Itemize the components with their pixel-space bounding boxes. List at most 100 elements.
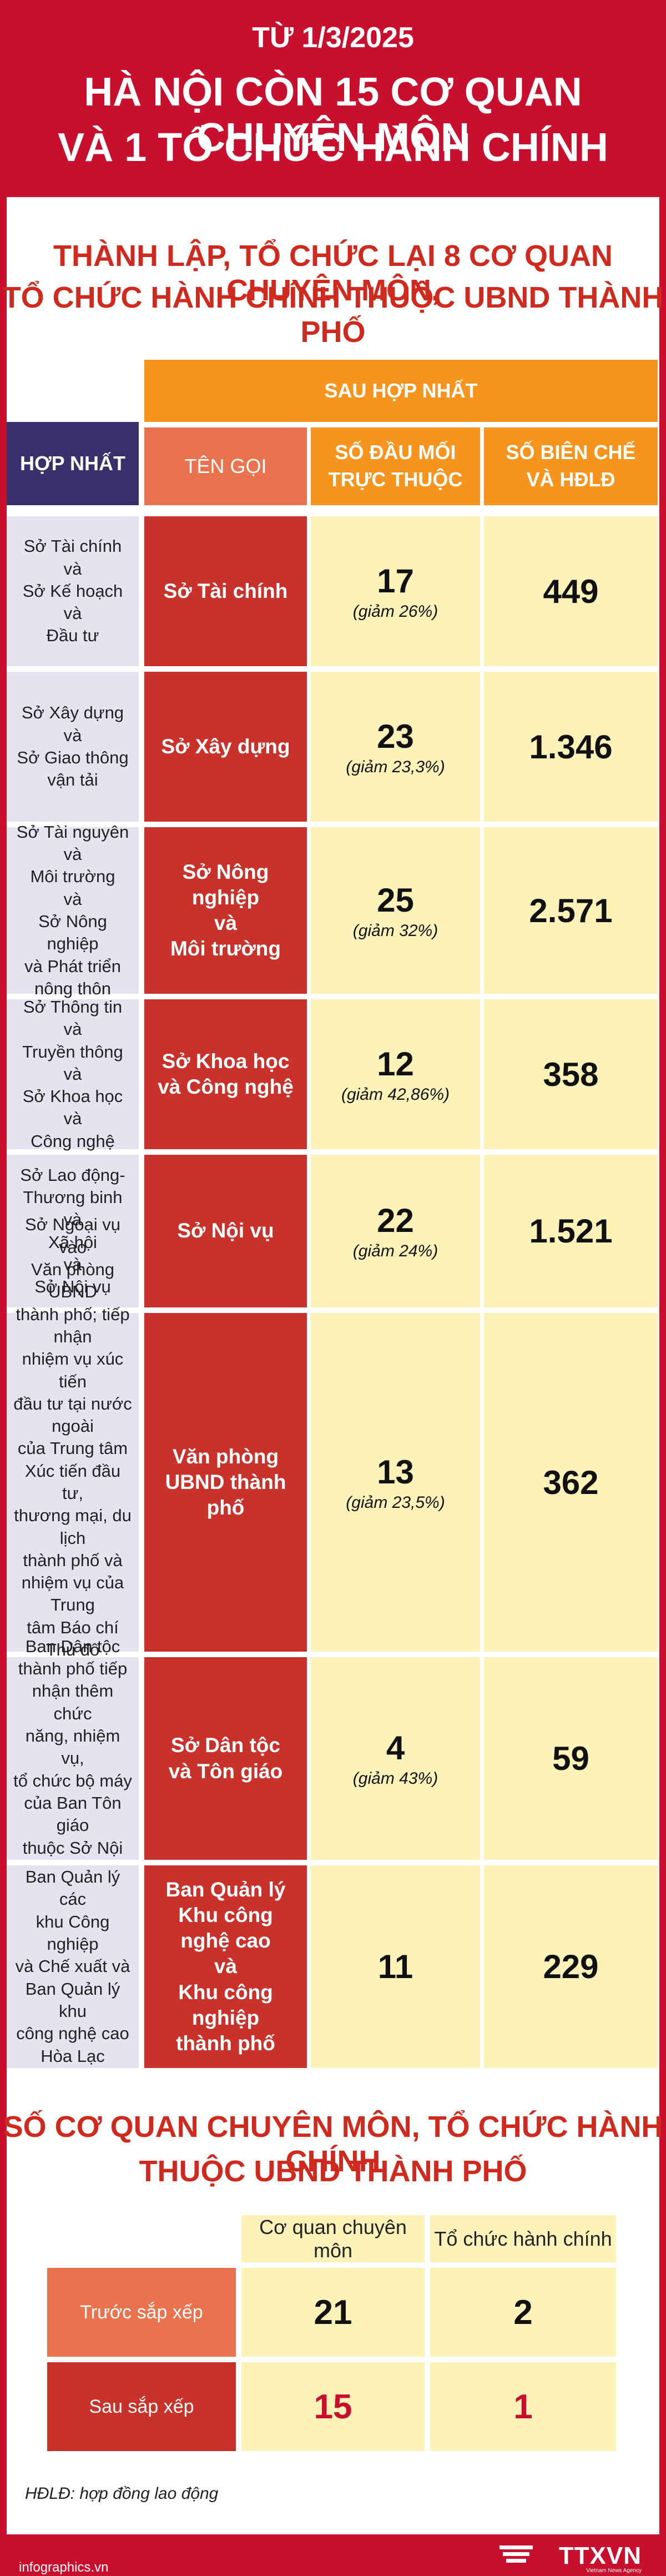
merged-agencies-line: tâm Báo chí Thủ đô bbox=[27, 1617, 119, 1660]
units-cell: 11 bbox=[311, 1865, 480, 2068]
merged-agencies-line: Sở Giao thông bbox=[17, 748, 129, 767]
summary-admin-value: 1 bbox=[430, 2362, 616, 2451]
after-merge-header: SAU HỢP NHẤT bbox=[144, 360, 658, 422]
merged-agencies-line: Sở Tài chính bbox=[23, 536, 122, 556]
summary-row-label: Sau sắp xếp bbox=[47, 2362, 236, 2451]
new-agency-name-line: Khu công nghệ cao bbox=[178, 1903, 273, 1953]
new-agency-name-line: và bbox=[214, 1955, 238, 1978]
summary-admin-value: 2 bbox=[430, 2268, 616, 2357]
merged-agencies-cell: Sở Tài nguyên và Môi trường và Sở Nông nghi… bbox=[7, 822, 139, 998]
merged-agencies-cell: Sở Xây dựng và Sở Giao thông vận tải bbox=[7, 672, 139, 822]
merged-agencies-line: Công nghệ bbox=[31, 1131, 115, 1151]
merged-agencies-line: thành phố; tiếp nhận bbox=[16, 1304, 130, 1346]
section2-title-line1: SỐ CƠ QUAN CHUYÊN MÔN, TỔ CHỨC HÀNH CHÍN… bbox=[3, 2110, 663, 2178]
merged-agencies-line: nhận thêm chức bbox=[32, 1681, 114, 1723]
staff-cell: 2.571 bbox=[484, 827, 658, 994]
merged-agencies-line: Sở Xây dựng bbox=[21, 703, 124, 723]
merged-agencies-line: Ban Quản lý các bbox=[25, 1867, 120, 1909]
staff-cell: 1.346 bbox=[484, 672, 658, 822]
units-reduction: (giảm 24%) bbox=[352, 1242, 438, 1260]
merged-agencies-line: Ban Dân tộc bbox=[25, 1636, 120, 1656]
new-agency-name-line: và bbox=[214, 912, 238, 934]
merged-agencies-line: khu Công nghiệp bbox=[36, 1911, 110, 1954]
section2-title-line2: THUỘC UBND THÀNH PHỐ bbox=[139, 2155, 527, 2188]
merged-agencies-line: Sở Nội vụ bbox=[34, 1277, 111, 1297]
new-agency-name-cell: Sở Dân tộc và Tôn giáo bbox=[144, 1657, 307, 1860]
merged-agencies-line: của Trung tâm bbox=[17, 1438, 128, 1458]
merged-agencies-line: của Ban Tôn giáo bbox=[24, 1793, 122, 1835]
merged-agencies-line: Xã hội bbox=[48, 1232, 97, 1252]
new-agency-name-line: Khu công nghiệp bbox=[178, 1980, 273, 2029]
merged-agencies-line: Sở Lao động- bbox=[20, 1165, 125, 1185]
new-agency-name-line: Sở Dân tộc bbox=[171, 1734, 280, 1757]
merged-agencies-line: công nghệ cao bbox=[16, 2024, 129, 2044]
new-agency-name-line: và Công nghệ bbox=[158, 1075, 294, 1098]
merged-agencies-line: và bbox=[63, 1064, 82, 1084]
merged-agencies-line: đầu tư tại nước ngoài bbox=[13, 1393, 132, 1436]
staff-cell: 449 bbox=[484, 516, 658, 666]
new-agency-name-cell: Sở Xây dựng bbox=[144, 672, 307, 822]
merged-agencies-line: Sở Thông tin và bbox=[23, 997, 123, 1039]
merged-agencies-line: Thương binh và bbox=[23, 1187, 123, 1230]
merged-agencies-line: Xúc tiến đầu tư, bbox=[24, 1461, 121, 1503]
header-title-line1: HÀ NỘI CÒN 15 CƠ QUAN CHUYÊN MÔN bbox=[84, 70, 582, 160]
units-value: 23 bbox=[377, 717, 414, 755]
units-cell: 22 (giảm 24%) bbox=[311, 1155, 480, 1307]
units-reduction: (giảm 26%) bbox=[352, 602, 438, 621]
units-cell: 4 (giảm 43%) bbox=[311, 1657, 480, 1860]
units-value: 11 bbox=[377, 1948, 413, 1985]
merged-agencies-cell: Sở Tài chính và Sở Kế hoạch và Đầu tư bbox=[7, 516, 139, 666]
units-reduction: (giảm 32%) bbox=[352, 921, 438, 940]
col-header-units-line2: TRỰC THUỘC bbox=[328, 468, 463, 491]
merged-agencies-line: năng, nhiệm vụ, bbox=[25, 1726, 120, 1768]
ttxvn-logo-icon bbox=[500, 2545, 533, 2563]
staff-value: 1.346 bbox=[529, 728, 613, 766]
page-header: TỪ 1/3/2025 HÀ NỘI CÒN 15 CƠ QUAN CHUYÊN… bbox=[0, 0, 666, 197]
col-header-staff-line2: VÀ HĐLĐ bbox=[526, 468, 615, 491]
staff-value: 229 bbox=[543, 1948, 599, 1985]
new-agency-name-cell: Sở Khoa học và Công nghệ bbox=[144, 999, 307, 1149]
new-agency-name-line: Sở Nông nghiệp bbox=[182, 860, 269, 909]
footer-brand-sub: Vietnam News Agency bbox=[586, 2568, 642, 2574]
section1-title-line1: THÀNH LẬP, TỔ CHỨC LẠI 8 CƠ QUAN CHUYÊN … bbox=[53, 239, 613, 307]
staff-cell: 229 bbox=[484, 1865, 658, 2068]
header-date: TỪ 1/3/2025 bbox=[252, 22, 414, 54]
merged-agencies-line: Ban Quản lý khu bbox=[25, 1979, 120, 2021]
new-agency-name-line: Sở Nội vụ bbox=[177, 1219, 274, 1242]
merged-agencies-line: Văn phòng UBND bbox=[31, 1260, 114, 1302]
col-header-units: SỐ ĐẦU MỐI TRỰC THUỘC bbox=[311, 427, 480, 505]
col-header-units-line1: SỐ ĐẦU MỐI bbox=[335, 441, 456, 464]
merged-agencies-line: Đầu tư bbox=[46, 626, 99, 646]
new-agency-name-cell: Sở Nội vụ bbox=[144, 1155, 307, 1307]
staff-value: 2.571 bbox=[529, 892, 613, 929]
col-header-staff-line1: SỐ BIÊN CHẾ bbox=[506, 441, 636, 464]
new-agency-name-cell: Văn phòng UBND thành phố bbox=[144, 1313, 307, 1652]
units-cell: 23 (giảm 23,3%) bbox=[311, 672, 480, 822]
units-reduction: (giảm 42,86%) bbox=[341, 1085, 450, 1104]
units-value: 17 bbox=[377, 562, 414, 600]
merged-agencies-line: Sở Nông nghiệp bbox=[38, 912, 107, 954]
new-agency-name-line: Sở Khoa học bbox=[162, 1049, 290, 1073]
merged-agencies-line: Sở Kế hoạch và bbox=[22, 581, 123, 623]
summary-agencies-value: 15 bbox=[241, 2362, 425, 2451]
merged-agencies-line: thương mại, du lịch bbox=[14, 1506, 132, 1548]
merged-agencies-line: thành phố và bbox=[23, 1550, 123, 1570]
merged-agencies-line: Sở Tài nguyên và bbox=[16, 822, 129, 864]
new-agency-name-line: Sở Tài chính bbox=[163, 579, 288, 602]
new-agency-name-cell: Sở Tài chính bbox=[144, 516, 307, 666]
col-header-staff: SỐ BIÊN CHẾ VÀ HĐLĐ bbox=[484, 427, 658, 505]
units-value: 22 bbox=[377, 1202, 414, 1239]
summary-col-admin: Tổ chức hành chính bbox=[430, 2215, 616, 2262]
units-value: 4 bbox=[386, 1729, 405, 1767]
merged-agencies-cell: Sở Lao động- Thương binh và Xã hội và Sở Nội… bbox=[7, 1155, 139, 1307]
new-agency-name-line: thành phố bbox=[176, 2032, 275, 2055]
merged-agencies-line: và Chế xuất và bbox=[15, 1956, 130, 1976]
new-agency-name-line: Sở Xây dựng bbox=[161, 734, 290, 758]
units-value: 25 bbox=[377, 881, 414, 919]
summary-row-label: Trước sắp xếp bbox=[47, 2268, 236, 2357]
merged-agencies-line: và bbox=[63, 889, 82, 909]
footer-site: infographics.vn bbox=[19, 2560, 109, 2575]
merged-agencies-line: Truyền thông bbox=[22, 1042, 123, 1061]
units-reduction: (giảm 23,3%) bbox=[346, 757, 445, 776]
header-title-line2: VÀ 1 TỔ CHỨC HÀNH CHÍNH bbox=[58, 125, 608, 170]
